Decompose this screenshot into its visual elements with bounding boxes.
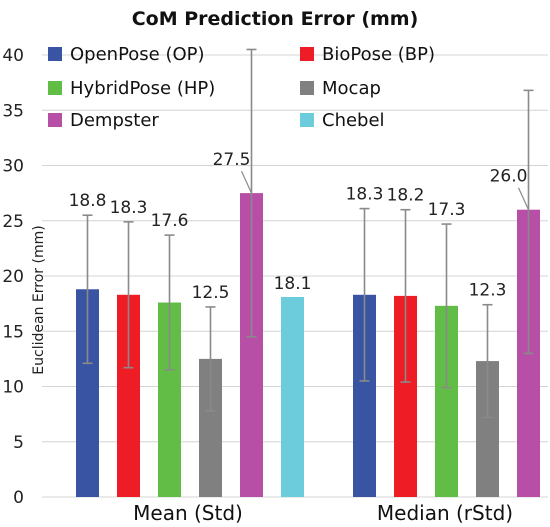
legend-label: Mocap bbox=[322, 78, 381, 99]
bar bbox=[476, 361, 499, 497]
legend-label: Chebel bbox=[322, 110, 385, 131]
bar bbox=[281, 296, 304, 497]
chart-title: CoM Prediction Error (mm) bbox=[132, 8, 419, 30]
legend-item[interactable]: Chebel bbox=[300, 110, 385, 131]
legend-swatch bbox=[48, 47, 62, 61]
data-label: 26.0 bbox=[490, 167, 528, 187]
y-axis: 0 5 10 15 20 25 30 35 40 bbox=[2, 46, 24, 508]
data-label: 27.5 bbox=[213, 150, 251, 170]
legend-item[interactable]: OpenPose (OP) bbox=[48, 44, 205, 65]
y-axis-label: Euclidean Error (mm) bbox=[31, 225, 47, 374]
y-tick-label: 35 bbox=[2, 101, 24, 121]
bar bbox=[158, 302, 181, 497]
legend-label: HybridPose (HP) bbox=[70, 78, 215, 99]
bars bbox=[76, 193, 540, 497]
legend-swatch bbox=[48, 113, 62, 127]
bar bbox=[117, 294, 140, 497]
x-category-label: Mean (Std) bbox=[133, 501, 243, 525]
y-tick-label: 10 bbox=[2, 378, 24, 398]
x-category-label: Median (rStd) bbox=[377, 501, 513, 525]
y-tick-label: 0 bbox=[13, 488, 24, 508]
data-labels: 18.8 18.317.612.527.518.118.3 18.217.312.3… bbox=[69, 150, 530, 303]
data-label: 18.2 bbox=[387, 186, 425, 206]
data-label: 18.1 bbox=[274, 274, 312, 294]
legend-swatch bbox=[300, 113, 314, 127]
data-label: 17.6 bbox=[151, 211, 189, 231]
x-axis-categories: Mean (Std) Median (rStd) bbox=[133, 501, 513, 525]
bar bbox=[394, 295, 417, 497]
legend-item[interactable]: BioPose (BP) bbox=[300, 44, 435, 65]
data-label: 12.3 bbox=[469, 281, 507, 301]
error-bars bbox=[82, 48, 534, 419]
y-tick-label: 15 bbox=[2, 322, 24, 342]
legend-label: BioPose (BP) bbox=[322, 44, 435, 65]
bar bbox=[240, 193, 263, 497]
legend-item[interactable]: HybridPose (HP) bbox=[48, 78, 215, 99]
bar bbox=[353, 294, 376, 497]
data-label: 18.3 bbox=[110, 198, 148, 218]
label-leader bbox=[240, 170, 253, 194]
data-label: 18.8 bbox=[69, 191, 107, 211]
label-leader bbox=[517, 187, 530, 210]
legend[interactable]: OpenPose (OP) BioPose (BP) HybridPose (HP)… bbox=[48, 44, 435, 131]
legend-swatch bbox=[300, 47, 314, 61]
y-tick-label: 30 bbox=[2, 157, 24, 177]
legend-label: Dempster bbox=[70, 110, 159, 131]
data-label: 12.5 bbox=[192, 283, 230, 303]
bar bbox=[199, 358, 222, 497]
y-tick-label: 25 bbox=[2, 212, 24, 232]
legend-item[interactable]: Mocap bbox=[300, 78, 381, 99]
legend-swatch bbox=[300, 81, 314, 95]
legend-label: OpenPose (OP) bbox=[70, 44, 205, 65]
bar bbox=[76, 289, 99, 497]
bar bbox=[435, 305, 458, 497]
y-tick-label: 40 bbox=[2, 46, 24, 66]
y-tick-label: 5 bbox=[13, 433, 24, 453]
y-tick-label: 20 bbox=[2, 267, 24, 287]
legend-swatch bbox=[48, 81, 62, 95]
data-label: 18.3 bbox=[346, 185, 384, 205]
data-label: 17.3 bbox=[428, 200, 466, 220]
legend-item[interactable]: Dempster bbox=[48, 110, 159, 131]
